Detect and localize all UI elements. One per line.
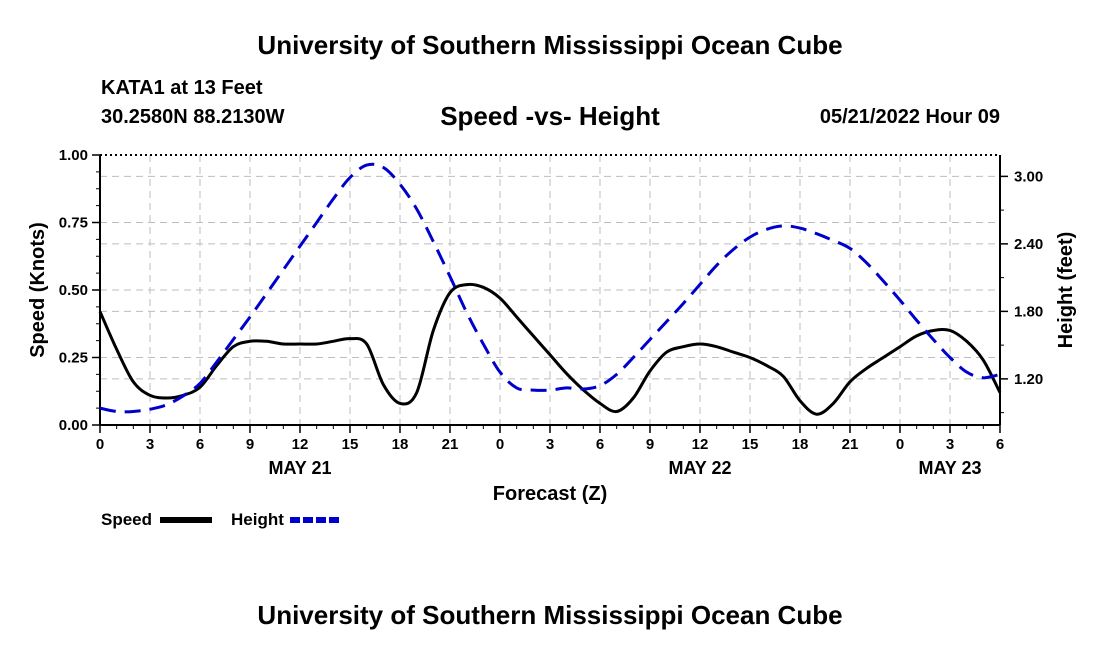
speed-series-line: [98, 282, 1002, 416]
x-tick-label: 21: [842, 436, 859, 453]
x-tick-label: 9: [246, 436, 254, 453]
date-label: MAY 22: [668, 458, 731, 478]
height-series-line: [99, 162, 1001, 414]
legend-speed-label: Speed: [101, 510, 152, 529]
x-tick-label: 15: [342, 436, 359, 453]
x-tick-label: 15: [742, 436, 759, 453]
x-tick-label: 0: [96, 436, 104, 453]
date-label: MAY 21: [268, 458, 331, 478]
y-tick-label: 0.75: [59, 215, 88, 232]
x-tick-label: 3: [546, 436, 554, 453]
y2-tick-label: 1.80: [1014, 303, 1043, 320]
chart-title: University of Southern Mississippi Ocean…: [257, 30, 843, 60]
date-label: 05/21/2022 Hour 09: [819, 106, 1000, 128]
x-tick-label: 3: [146, 436, 154, 453]
y-tick-label: 0.50: [59, 282, 88, 299]
footer-title: University of Southern Mississippi Ocean…: [257, 600, 843, 630]
y2-tick-label: 1.20: [1014, 371, 1043, 388]
x-tick-label: 6: [996, 436, 1004, 453]
x-tick-label: 18: [792, 436, 809, 453]
legend-height-label: Height: [231, 510, 284, 529]
x-tick-label: 3: [946, 436, 954, 453]
x-tick-label: 6: [196, 436, 204, 453]
y2-tick-label: 3.00: [1014, 168, 1043, 185]
x-tick-label: 12: [692, 436, 709, 453]
y-tick-label: 0.00: [59, 417, 88, 434]
x-axis-title: Forecast (Z): [493, 483, 607, 505]
x-tick-label: 0: [896, 436, 904, 453]
y2-tick-label: 2.40: [1014, 236, 1043, 253]
station-label: KATA1 at 13 Feet: [101, 77, 263, 99]
y2-axis-title: Height (feet): [1055, 232, 1077, 349]
x-tick-label: 18: [392, 436, 409, 453]
x-tick-label: 6: [596, 436, 604, 453]
chart-subtitle: Speed -vs- Height: [440, 101, 660, 131]
x-tick-label: 0: [496, 436, 504, 453]
coordinates-label: 30.2580N 88.2130W: [101, 106, 285, 128]
x-tick-label: 21: [442, 436, 459, 453]
y-tick-label: 1.00: [59, 147, 88, 164]
x-tick-label: 9: [646, 436, 654, 453]
y-tick-label: 0.25: [59, 350, 88, 367]
date-label: MAY 23: [918, 458, 981, 478]
x-tick-label: 12: [292, 436, 309, 453]
y-axis-title: Speed (Knots): [27, 222, 49, 358]
